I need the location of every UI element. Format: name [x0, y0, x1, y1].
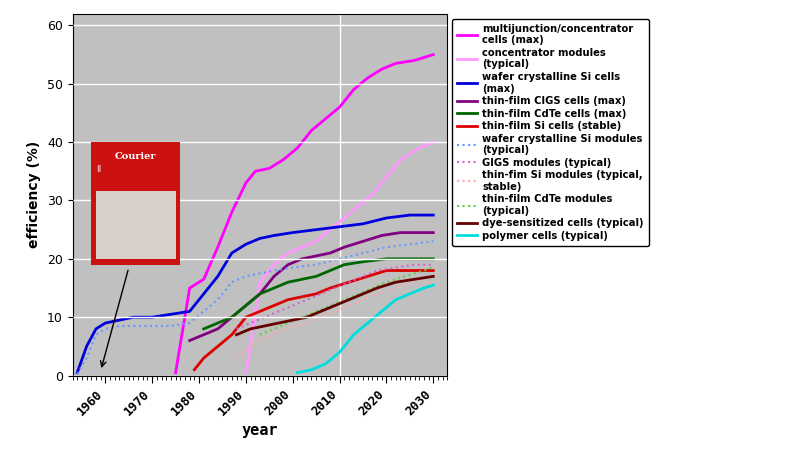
Bar [91, 142, 181, 265]
Bar [93, 145, 179, 176]
X-axis label: year: year [242, 423, 278, 438]
Text: Ⅱ: Ⅱ [96, 164, 100, 174]
Bar [96, 191, 176, 259]
Legend: multijunction/concentrator
cells (max), concentrator modules
(typical), wafer cr: multijunction/concentrator cells (max), … [452, 19, 649, 246]
Y-axis label: efficiency (%): efficiency (%) [27, 141, 41, 248]
Text: Courier: Courier [115, 153, 156, 161]
